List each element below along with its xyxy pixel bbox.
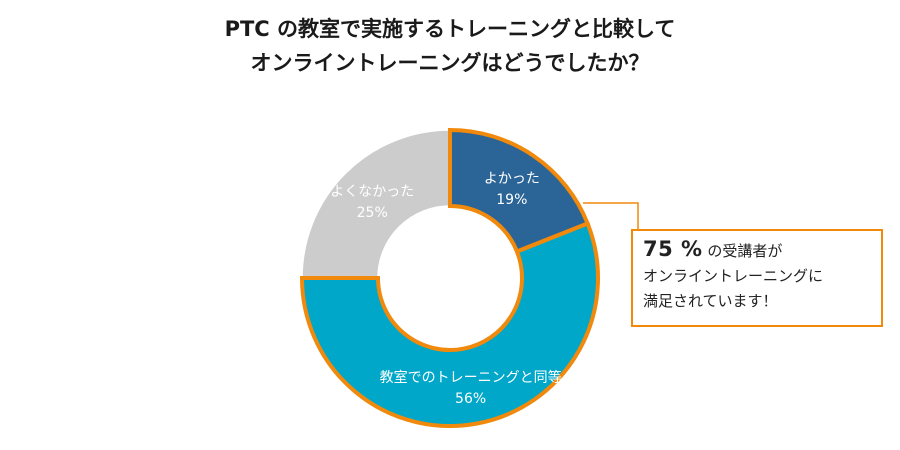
- callout-leader-line: [583, 202, 639, 229]
- callout-text-3: 満足されています！: [643, 292, 778, 310]
- slice-1-highlight-outline: [448, 127, 591, 255]
- slice-1-label: よかった: [484, 171, 540, 187]
- highlight-layer: [299, 127, 600, 428]
- chart-title: PTC の教室で実施するトレーニングと比較して オンライントレーニングはどうでし…: [0, 12, 900, 80]
- callout-box: 75 % の受講者が オンライントレーニングに 満足されています！: [631, 229, 883, 327]
- slice-3-value-label: 25%: [357, 205, 388, 221]
- callout-line-1: 75 % の受講者が: [643, 237, 873, 264]
- callout-percentage: 75 %: [643, 237, 703, 261]
- slice-2-value-label: 56%: [455, 391, 486, 407]
- slice-2-label: 教室でのトレーニングと同等: [380, 369, 562, 386]
- chart-title-line-1: PTC の教室で実施するトレーニングと比較して: [224, 17, 676, 41]
- slice-3-arc: [301, 129, 451, 279]
- slices-layer: [301, 129, 599, 427]
- slice-2-highlight-outline: [299, 220, 600, 428]
- callout-text-1: の受講者が: [707, 242, 783, 260]
- slice-3-label: よくなかった: [330, 184, 414, 200]
- chart-title-line-2: オンライントレーニングはどうでしたか？: [250, 51, 650, 75]
- callout-text-2: オンライントレーニングに: [643, 267, 824, 285]
- slice-1-value-label: 19%: [496, 192, 527, 208]
- labels-layer: よかった 19% 教室でのトレーニングと同等 56% よくなかった 25%: [330, 171, 561, 407]
